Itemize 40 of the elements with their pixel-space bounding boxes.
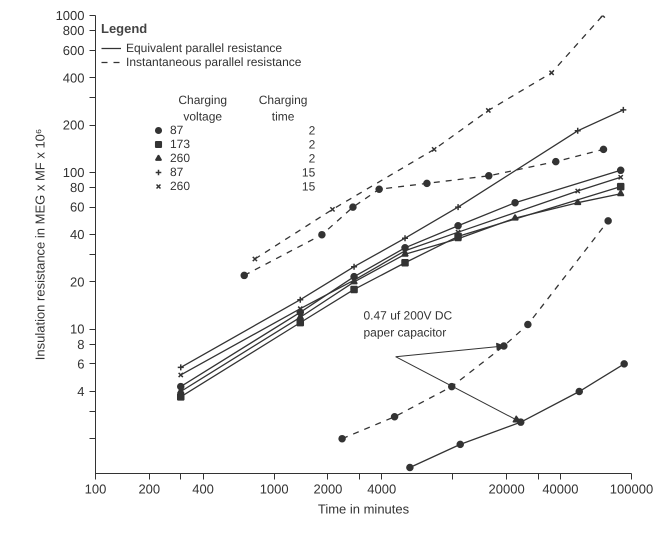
- annotation: 2: [308, 138, 316, 152]
- y-tick-label: 10: [70, 322, 85, 337]
- y-tick-label: 200: [62, 118, 85, 133]
- annotation: 2: [308, 124, 316, 138]
- y-tick-label: 1000: [56, 8, 84, 23]
- y-tick-label: 400: [62, 70, 85, 86]
- y-tick-label: 100: [62, 164, 85, 180]
- annotation: 2: [308, 152, 316, 166]
- y-tick-label: 80: [70, 180, 85, 195]
- x-tick-label: 200: [138, 482, 160, 496]
- y-tick-label: 20: [70, 274, 85, 290]
- y-tick-label: 6: [77, 356, 85, 372]
- x-tick-label: 1000: [260, 482, 289, 496]
- y-tick-label: 60: [70, 200, 85, 215]
- legend-title: Legend: [101, 21, 148, 36]
- annotation: 0.47 uf 200V DC paper capacitor: [364, 308, 453, 340]
- y-tick-label: 4: [77, 384, 85, 400]
- annotation: 15: [302, 166, 316, 180]
- y-tick-label: 8: [77, 336, 85, 352]
- annotation: Charging time: [258, 92, 308, 124]
- y-tick-label: 600: [62, 42, 85, 58]
- legend-label: 173: [170, 137, 190, 151]
- y-tick-label: 800: [62, 23, 85, 38]
- x-tick-label: 20000: [488, 482, 525, 496]
- y-axis-title: Insulation resistance in MEG x MF x 10⁶: [32, 128, 48, 360]
- x-tick-label: 2000: [313, 482, 342, 496]
- legend-label: 260: [170, 179, 190, 193]
- legend-label: Instantaneous parallel resistance: [126, 55, 302, 69]
- legend-label: Equivalent parallel resistance: [126, 41, 282, 55]
- x-tick-label: 100000: [610, 482, 654, 496]
- x-axis-title: Time in minutes: [318, 502, 410, 516]
- x-tick-label: 40000: [542, 482, 578, 496]
- annotation: 15: [302, 180, 316, 194]
- legend-label: 260: [170, 151, 190, 165]
- annotation: Charging voltage: [178, 92, 228, 124]
- y-tick-label: 40: [70, 227, 85, 242]
- legend-label: 87: [170, 123, 184, 137]
- legend-label: 87: [170, 165, 184, 179]
- x-tick-label: 4000: [367, 482, 396, 496]
- x-tick-label: 400: [192, 482, 214, 496]
